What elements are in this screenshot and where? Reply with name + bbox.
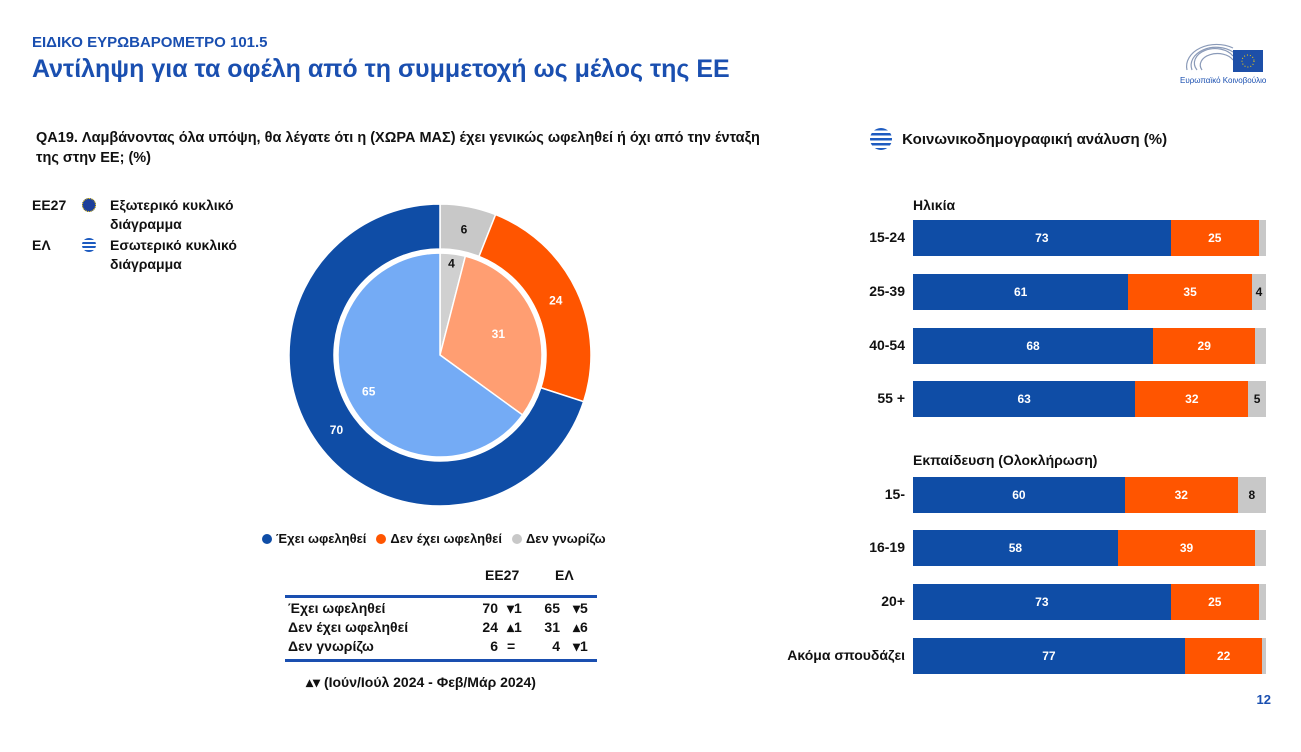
results-table: EE27 ΕΛ Έχει ωφεληθεί 70 ▾1 65 ▾5 Δεν έχει ωφ… — [285, 565, 597, 662]
inner-slice-not-benefit — [439, 255, 543, 417]
cell-el-ch: ▾1 — [573, 638, 588, 654]
legend-text: Εξωτερικό κυκλικό διάγραμμα — [110, 197, 234, 232]
legend-dot-icon — [511, 534, 522, 544]
col-header-eu: EE27 — [485, 567, 520, 583]
outer-slice-benefit — [288, 203, 585, 507]
chart-legend: Έχει ωφεληθεί Δεν έχει ωφεληθεί Δεν γνωρ… — [262, 531, 606, 546]
stacked-bar: 61 35 4 — [913, 274, 1266, 310]
bar-segment-not-benefit: 29 — [1153, 328, 1256, 364]
socio-demographic-title: Κοινωνικοδημογραφική ανάλυση (%) — [870, 128, 1167, 150]
stacked-bar: 60 32 8 — [913, 477, 1266, 513]
question-text: QA19. Λαμβάνοντας όλα υπόψη, θα λέγατε ό… — [36, 130, 760, 166]
cell-el: 31 — [544, 619, 560, 635]
donut-chart: 6 24 70 4 31 65 — [288, 203, 592, 507]
kicker: ΕΙΔΙΚΟ ΕΥΡΩΒΑΡΟΜΕΤΡΟ 101.5 — [32, 34, 268, 51]
cell-el-ch: ▾5 — [573, 600, 588, 616]
legend-item-dk: Δεν γνωρίζω — [511, 531, 606, 546]
page-title: Αντίληψη για τα οφέλη από τη συμμετοχή ω… — [32, 55, 730, 83]
legend-item-benefit: Έχει ωφεληθεί — [262, 531, 366, 546]
eu-flag-icon — [82, 198, 96, 212]
legend-dot-icon — [376, 534, 387, 544]
row-label: 15- — [884, 486, 905, 502]
legend-text: Εσωτερικό κυκλικό διάγραμμα — [110, 237, 237, 272]
inner-label-dk: 4 — [448, 257, 455, 271]
row-label: 55 + — [877, 390, 905, 406]
bar-segment-benefit: 63 — [913, 381, 1136, 417]
bar-segment-benefit: 60 — [913, 477, 1125, 513]
cell-eu: 70 — [482, 600, 498, 616]
bar-segment-dk — [1258, 220, 1266, 256]
legend-dot-icon — [262, 534, 272, 544]
bar-segment-not-benefit: 35 — [1128, 274, 1252, 310]
cell-label: Έχει ωφεληθεί — [288, 600, 386, 616]
row-label: 40-54 — [869, 337, 905, 353]
bar-segment-dk — [1258, 584, 1266, 620]
european-parliament-logo — [1186, 43, 1263, 72]
bar-segment-not-benefit: 25 — [1170, 584, 1259, 620]
bar-segment-not-benefit: 25 — [1170, 220, 1259, 256]
greek-flag-icon — [870, 128, 892, 150]
bar-segment-benefit: 68 — [913, 328, 1154, 364]
section-title: Κοινωνικοδημογραφική ανάλυση (%) — [902, 130, 1168, 148]
bar-segment-benefit: 61 — [913, 274, 1129, 310]
cell-el: 65 — [544, 600, 560, 616]
bar-segment-dk: 4 — [1251, 274, 1266, 310]
inner-slice-benefit — [337, 252, 524, 458]
inner-label-not-benefit: 31 — [492, 327, 506, 341]
legend-label: Δεν γνωρίζω — [525, 531, 606, 546]
cell-label: Δεν έχει ωφεληθεί — [288, 619, 409, 635]
cell-eu: 24 — [482, 619, 498, 635]
legend-item-not-benefit: Δεν έχει ωφεληθεί — [376, 531, 502, 546]
stacked-bar: 73 25 — [913, 220, 1266, 256]
greek-flag-icon — [82, 238, 96, 252]
cell-el: 4 — [552, 638, 560, 654]
table-row: Έχει ωφεληθεί 70 ▾1 65 ▾5 — [285, 600, 597, 619]
logo-text: Ευρωπαϊκό Κοινοβούλιο — [1180, 76, 1267, 85]
row-label: 15-24 — [869, 229, 905, 245]
cell-eu-ch: ▾1 — [507, 600, 522, 616]
bar-segment-dk: 5 — [1248, 381, 1266, 417]
legend-code: EE27 — [32, 197, 67, 213]
group-label: Εκπαίδευση (Ολοκλήρωση) — [913, 452, 1098, 468]
legend-label: Δεν έχει ωφεληθεί — [390, 531, 502, 546]
stacked-bar: 77 22 — [913, 638, 1266, 674]
row-label: 25-39 — [869, 283, 905, 299]
cell-label: Δεν γνωρίζω — [288, 638, 374, 654]
bar-segment-benefit: 73 — [913, 220, 1171, 256]
cell-eu-ch: ▴1 — [507, 619, 522, 635]
page-number: 12 — [1256, 692, 1271, 707]
cell-el-ch: ▴6 — [573, 619, 588, 635]
cell-eu-ch: = — [507, 638, 516, 654]
stacked-bar: 68 29 — [913, 328, 1266, 364]
outer-label-dk: 6 — [461, 222, 468, 236]
table-row: Δεν γνωρίζω 6 = 4 ▾1 — [285, 638, 597, 657]
legend-label: Έχει ωφεληθεί — [276, 531, 367, 546]
inner-label-benefit: 65 — [362, 384, 376, 398]
stacked-bar: 73 25 — [913, 584, 1266, 620]
bar-segment-dk: 8 — [1237, 477, 1266, 513]
outer-label-benefit: 70 — [330, 423, 344, 437]
bar-segment-not-benefit: 32 — [1124, 477, 1238, 513]
row-label: Ακόμα σπουδάζει — [787, 647, 905, 663]
outer-label-not-benefit: 24 — [549, 294, 563, 308]
bar-segment-dk — [1255, 530, 1266, 566]
table-row: Δεν έχει ωφεληθεί 24 ▴1 31 ▴6 — [285, 619, 597, 638]
group-label: Ηλικία — [913, 197, 956, 213]
bar-segment-benefit: 77 — [913, 638, 1185, 674]
stacked-bar: 58 39 — [913, 530, 1266, 566]
bar-segment-dk — [1262, 638, 1266, 674]
row-label: 20+ — [881, 593, 905, 609]
bar-segment-not-benefit: 32 — [1135, 381, 1249, 417]
bar-segment-not-benefit: 39 — [1117, 530, 1256, 566]
bar-segment-not-benefit: 22 — [1184, 638, 1263, 674]
row-label: 16-19 — [869, 539, 905, 555]
bar-segment-dk — [1255, 328, 1266, 364]
bar-segment-benefit: 73 — [913, 584, 1171, 620]
cell-eu: 6 — [490, 638, 498, 654]
bar-segment-benefit: 58 — [913, 530, 1118, 566]
col-header-el: ΕΛ — [555, 567, 574, 583]
legend-code: ΕΛ — [32, 237, 51, 253]
footnote: ▴▾ (Ιούν/Ιούλ 2024 - Φεβ/Μάρ 2024) — [306, 674, 536, 690]
stacked-bar: 63 32 5 — [913, 381, 1266, 417]
